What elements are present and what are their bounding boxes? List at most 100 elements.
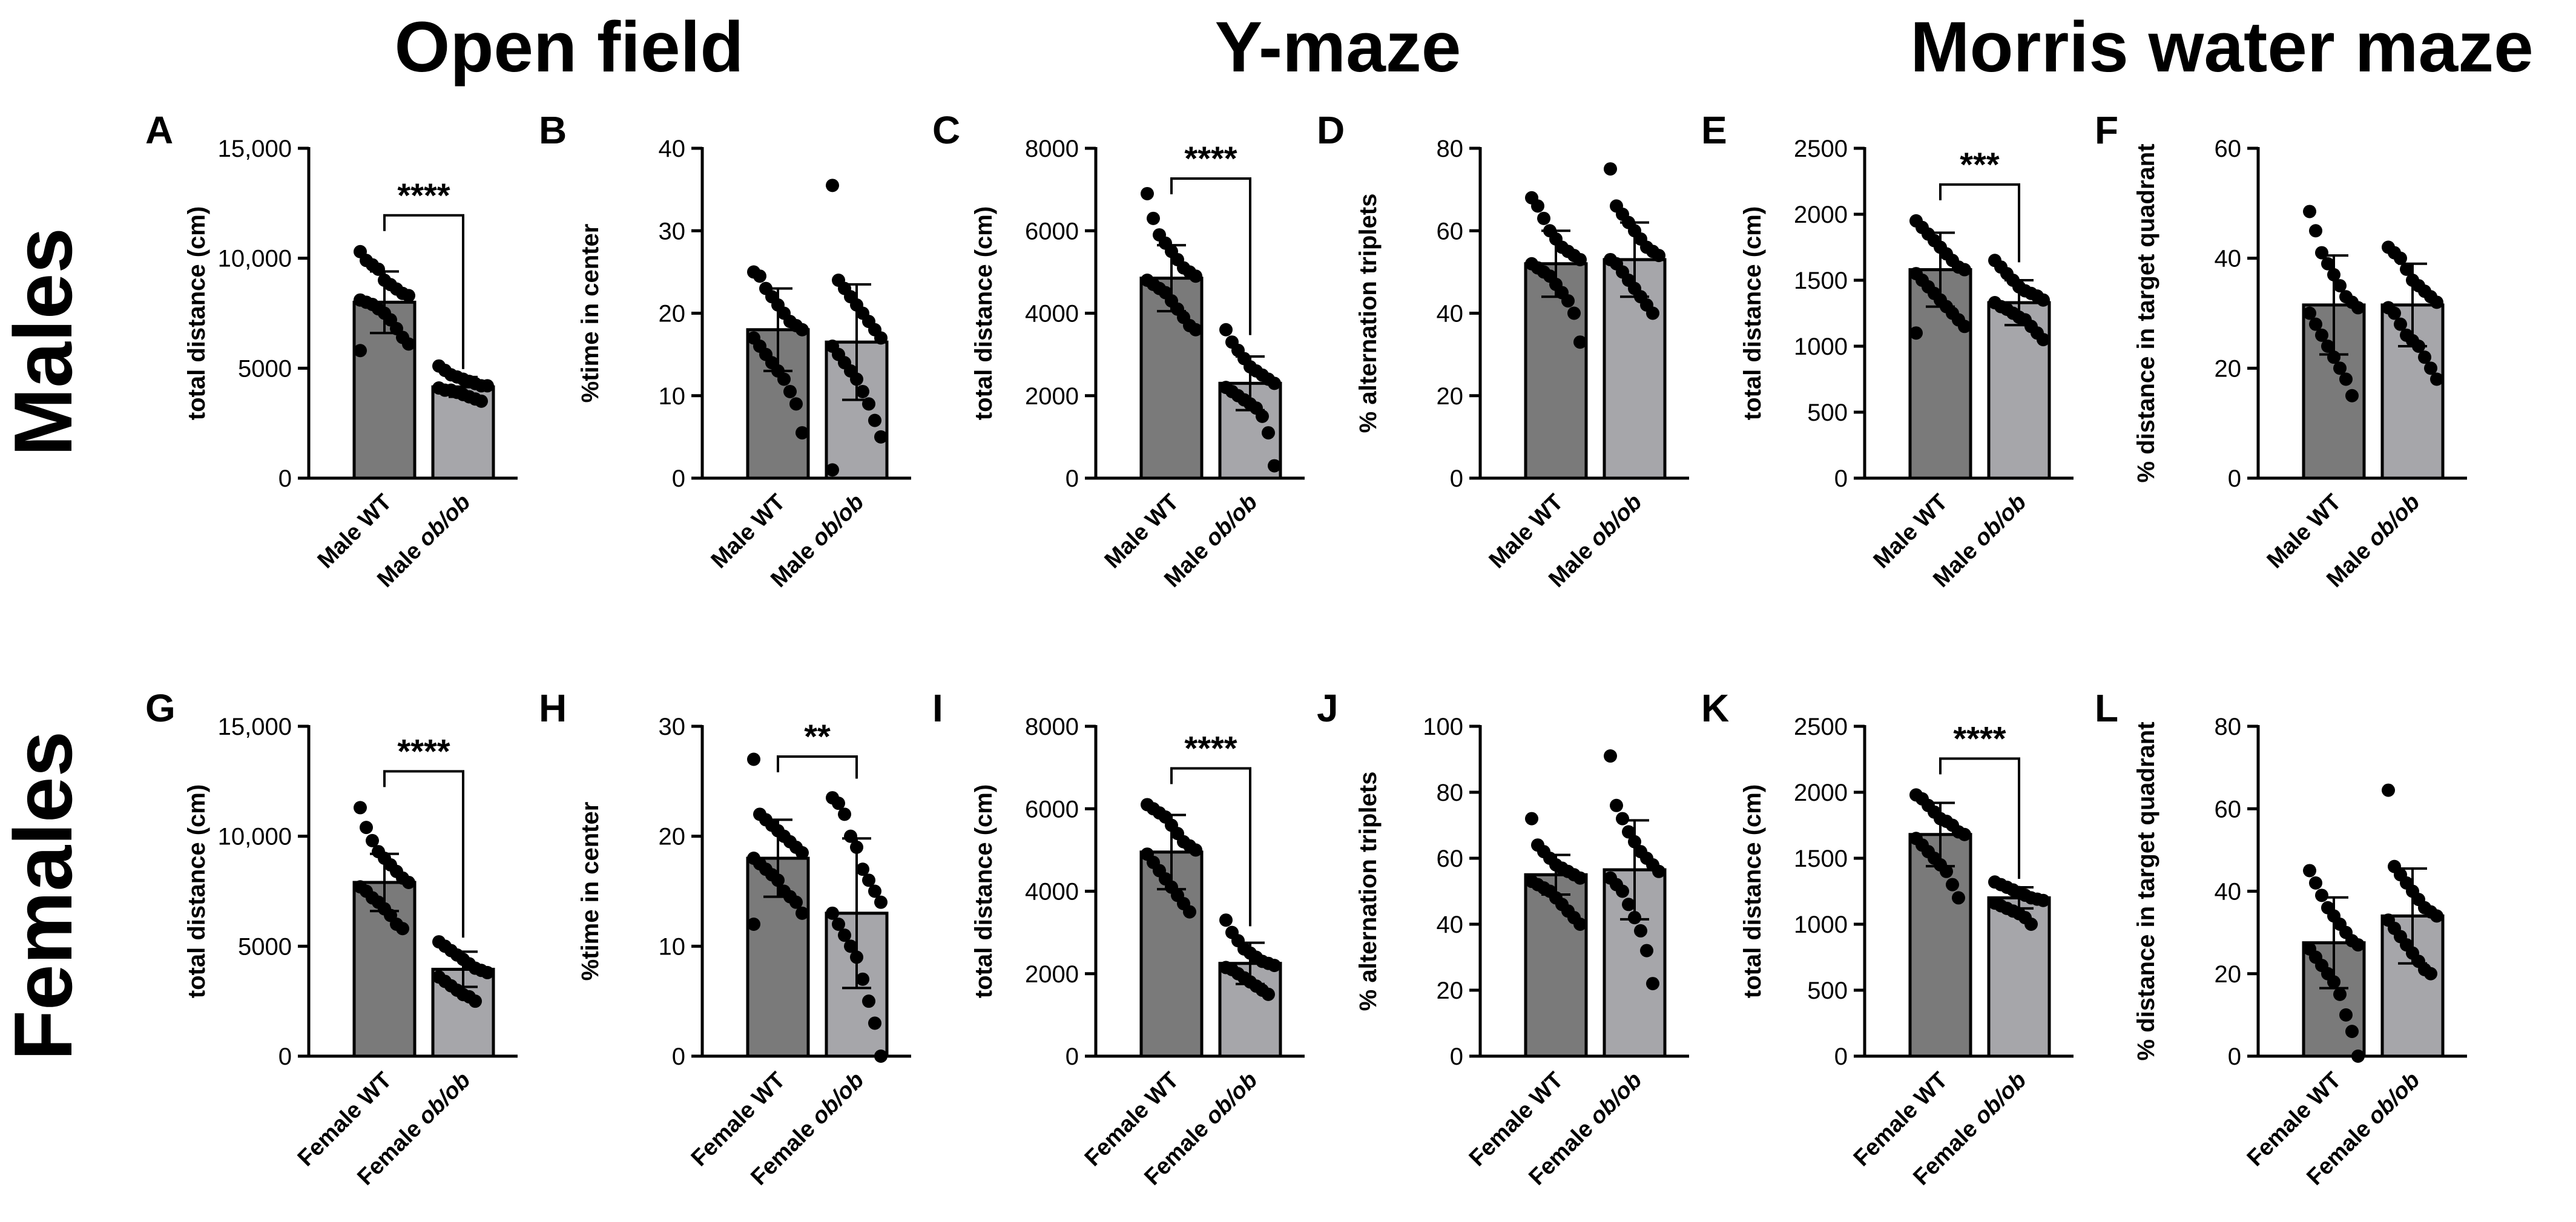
y-tick-label: 10,000 [218, 824, 292, 850]
data-point-wt [1958, 827, 1971, 841]
panel-letter: A [145, 108, 173, 152]
data-point-wt [2309, 224, 2322, 238]
bar-ob [1987, 896, 2051, 1058]
significance-stars: **** [1184, 729, 1237, 767]
y-tick-label: 0 [1450, 1043, 1463, 1070]
category-sex: Female [1908, 1112, 1987, 1191]
data-point-wt [1189, 269, 1202, 283]
data-point-wt [2309, 876, 2322, 890]
y-tick-label: 1000 [1794, 912, 1848, 938]
data-point-ob [1219, 323, 1233, 337]
data-point-ob [832, 797, 845, 810]
category-genotype: ob/ob [807, 1068, 869, 1130]
significance-bracket [383, 770, 464, 938]
y-tick-label: 20 [1437, 383, 1464, 410]
chart-panel-f: F % distance in target quadrant 0 20 40 60 Mal… [2095, 108, 2467, 593]
significance-stars: ** [804, 717, 831, 755]
data-point-wt [354, 801, 367, 815]
data-point-wt [796, 846, 809, 859]
data-point-ob [826, 463, 839, 477]
data-point-wt [2315, 328, 2328, 342]
data-point-ob [469, 994, 482, 1008]
y-tick-label: 40 [1437, 912, 1464, 938]
chart-panel-l: L % distance in target quadrant 0 20 40 60 80 F… [2095, 686, 2467, 1191]
data-point-wt [1537, 211, 1550, 225]
data-point-wt [796, 906, 809, 920]
data-point-ob [862, 873, 875, 887]
data-point-wt [1183, 905, 1196, 919]
data-point-wt [2315, 246, 2328, 260]
data-point-wt [1958, 320, 1971, 333]
data-point-ob [2430, 295, 2443, 309]
y-tick-label: 0 [1834, 1043, 1848, 1070]
x-category-label-wt: Male WT [2262, 490, 2347, 574]
data-point-wt [402, 875, 415, 889]
y-tick-label: 2000 [1794, 780, 1848, 806]
data-point-ob [862, 397, 875, 411]
category-genotype: ob/ob [1201, 1068, 1263, 1130]
data-point-ob [844, 829, 857, 843]
y-tick-label: 60 [1437, 846, 1464, 872]
category-sex: Female [352, 1112, 431, 1191]
data-point-wt [753, 269, 766, 283]
data-point-ob [1652, 249, 1665, 263]
data-point-wt [2351, 301, 2365, 315]
data-point-ob [481, 965, 494, 979]
data-point-wt [2345, 1025, 2359, 1039]
panel-letter: D [1317, 108, 1345, 152]
data-point-wt [747, 752, 760, 766]
y-tick-label: 2000 [1025, 961, 1079, 988]
row-label-males: Males [0, 228, 89, 456]
y-axis-label: %time in center [577, 802, 604, 981]
data-point-wt [2351, 1050, 2365, 1063]
category-sex: Female [1080, 1092, 1159, 1171]
data-point-ob [1262, 426, 1275, 440]
data-point-wt [2309, 317, 2322, 331]
panel-letter: J [1317, 686, 1339, 730]
data-point-wt [1573, 918, 1587, 931]
category-sex: Female [1849, 1092, 1928, 1171]
significance-stars: **** [397, 176, 450, 214]
chart-panel-j: J % alternation triplets 0 20 40 60 80 100 Femal… [1317, 686, 1689, 1191]
data-point-wt [1952, 891, 1965, 905]
data-point-wt [1189, 843, 1202, 857]
y-tick-label: 6000 [1025, 218, 1079, 245]
significance-bracket [1170, 767, 1251, 927]
data-point-ob [2418, 350, 2431, 364]
y-tick-label: 5000 [238, 933, 292, 960]
y-tick-label: 0 [2228, 1043, 2241, 1070]
x-category-label-wt: Male WT [1484, 490, 1569, 574]
category-genotype: ob/ob [413, 1068, 476, 1130]
data-point-ob [850, 950, 863, 964]
data-point-wt [2345, 389, 2359, 402]
category-genotype: ob/ob [2363, 1068, 2425, 1130]
y-tick-label: 8000 [1025, 714, 1079, 740]
column-title-y-maze: Y-maze [1215, 7, 1461, 87]
data-point-wt [2333, 361, 2347, 375]
y-tick-label: 500 [1807, 399, 1848, 426]
data-point-wt [2327, 268, 2340, 281]
data-point-wt [1147, 211, 1160, 225]
data-point-ob [868, 413, 881, 427]
y-axis-label: total distance (cm) [1739, 784, 1766, 998]
data-point-ob [2400, 262, 2413, 276]
data-point-ob [850, 840, 863, 854]
y-tick-label: 10 [659, 383, 686, 410]
y-tick-label: 10 [659, 933, 686, 960]
category-genotype: ob/ob [807, 490, 869, 552]
data-point-wt [2315, 889, 2328, 902]
data-point-wt [2333, 279, 2347, 293]
y-tick-label: 500 [1807, 977, 1848, 1004]
data-point-ob [1634, 924, 1647, 938]
significance-bracket [1939, 183, 2020, 263]
data-point-ob [856, 862, 869, 876]
category-genotype: ob/ob [1969, 1068, 2032, 1130]
x-category-label-wt: Male WT [1100, 490, 1184, 574]
data-point-wt [1946, 878, 1959, 892]
y-tick-label: 60 [2215, 796, 2242, 823]
